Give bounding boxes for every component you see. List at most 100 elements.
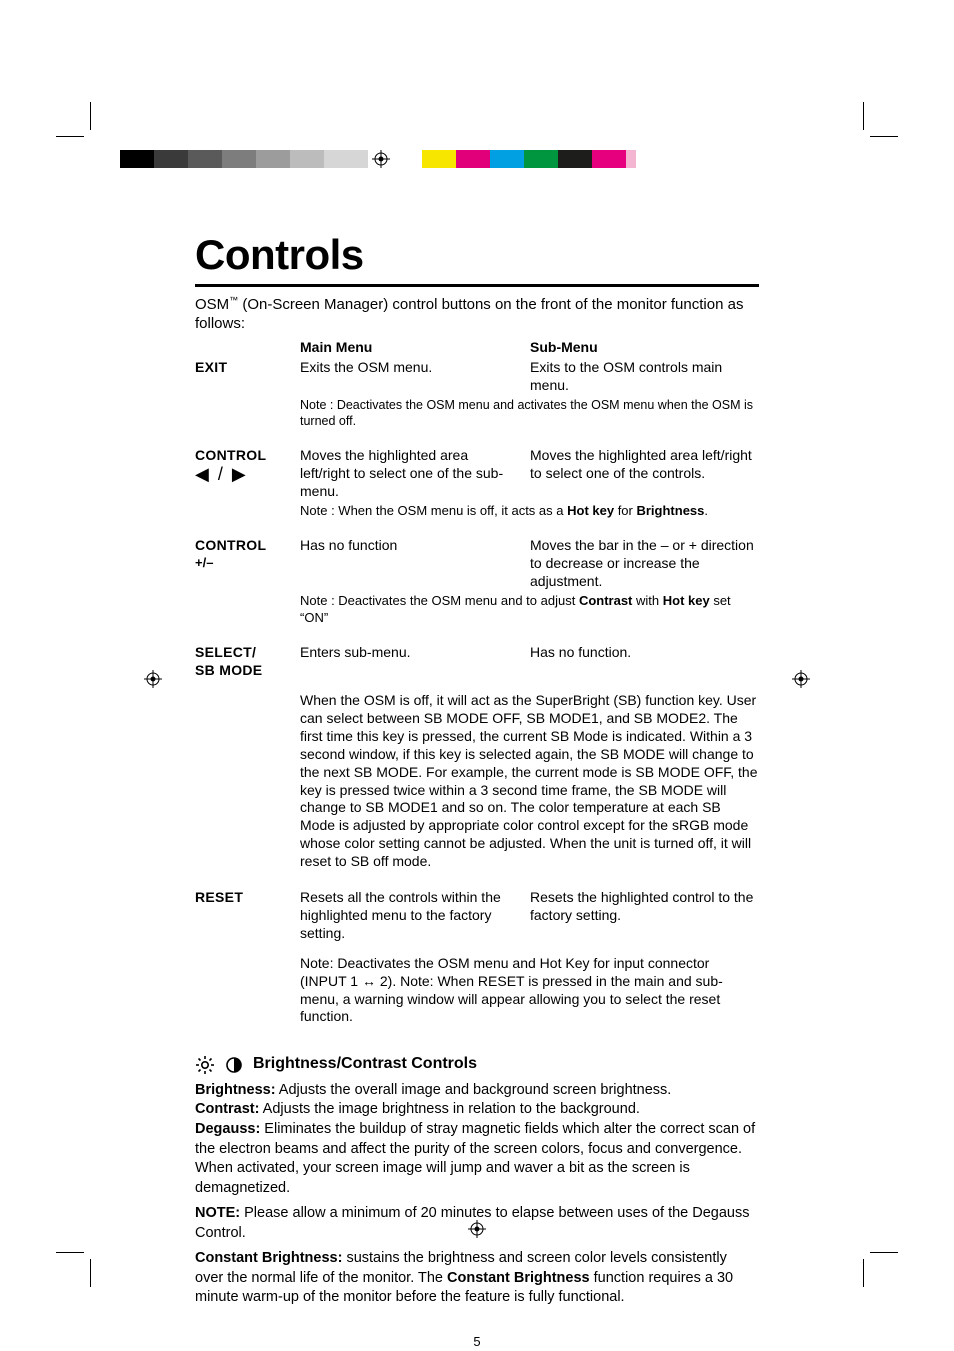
para-label: Constant Brightness: bbox=[195, 1250, 342, 1266]
row-block: When the OSM is off, it will act as the … bbox=[300, 692, 759, 871]
note-bold: Hot key bbox=[567, 503, 614, 518]
para-contrast: Contrast: Adjusts the image brightness i… bbox=[195, 1100, 759, 1120]
para-brightness: Brightness: Adjusts the overall image an… bbox=[195, 1081, 759, 1101]
grey-sw-4 bbox=[256, 150, 290, 168]
para-label: Brightness: bbox=[195, 1082, 276, 1098]
grey-sw-5 bbox=[290, 150, 324, 168]
table-row: SELECT/ SB MODE Enters sub-menu. Has no … bbox=[195, 644, 759, 680]
section-title: Brightness/Contrast Controls bbox=[253, 1054, 477, 1074]
para-label: Degauss: bbox=[195, 1121, 260, 1137]
note-mid: with bbox=[632, 593, 662, 608]
note-post: . bbox=[704, 503, 708, 518]
contrast-icon bbox=[225, 1056, 243, 1074]
row-label-reset: RESET bbox=[195, 889, 300, 943]
note-bold: Brightness bbox=[636, 503, 704, 518]
table-header-row: Main Menu Sub-Menu bbox=[195, 339, 759, 357]
table-row: RESET Resets all the controls within the… bbox=[195, 889, 759, 943]
para-text: Eliminates the buildup of stray magnetic… bbox=[195, 1121, 755, 1196]
note-bold: Contrast bbox=[579, 593, 632, 608]
cmyk-sw-0 bbox=[422, 150, 456, 168]
registration-target-icon bbox=[144, 670, 162, 688]
trademark-symbol: ™ bbox=[229, 295, 238, 305]
row-label-control-arrows: CONTROL ◀ / ▶ bbox=[195, 447, 300, 501]
row-label-line1: CONTROL bbox=[195, 447, 300, 465]
sub-menu-header: Sub-Menu bbox=[530, 339, 759, 357]
table-row: CONTROL +/– Has no function Moves the ba… bbox=[195, 537, 759, 591]
note-bold: Hot key bbox=[663, 593, 710, 608]
para-label: Contrast: bbox=[195, 1101, 259, 1117]
grey-sw-thin bbox=[358, 150, 368, 168]
brightness-icon bbox=[195, 1055, 215, 1075]
crop-mark-br bbox=[852, 1241, 892, 1281]
main-menu-header: Main Menu bbox=[300, 339, 530, 357]
note-mid: for bbox=[614, 503, 636, 518]
page-number: 5 bbox=[195, 1334, 759, 1351]
grey-sw-0 bbox=[120, 150, 154, 168]
row-block: Note: Deactivates the OSM menu and Hot K… bbox=[300, 955, 759, 1027]
table-note-row: Note : Deactivates the OSM menu and to a… bbox=[195, 593, 759, 626]
row-label-select: SELECT/ SB MODE bbox=[195, 644, 300, 680]
row-label-line1: SELECT/ bbox=[195, 644, 300, 662]
row-sub: Resets the highlighted control to the fa… bbox=[530, 889, 759, 943]
greyscale-bar bbox=[120, 150, 368, 168]
crop-mark-tr bbox=[852, 108, 892, 148]
cmyk-sw-2 bbox=[490, 150, 524, 168]
table-block-row: Note: Deactivates the OSM menu and Hot K… bbox=[195, 955, 759, 1027]
row-main: Has no function bbox=[300, 537, 530, 591]
table-note-row: Note : Deactivates the OSM menu and acti… bbox=[195, 397, 759, 429]
crop-mark-tl bbox=[62, 108, 102, 148]
cmyk-sw-3 bbox=[524, 150, 558, 168]
table-row: CONTROL ◀ / ▶ Moves the highlighted area… bbox=[195, 447, 759, 501]
note-pre: Note : Deactivates the OSM menu and to a… bbox=[300, 593, 579, 608]
row-note: Note : Deactivates the OSM menu and acti… bbox=[300, 397, 759, 429]
row-label-exit: EXIT bbox=[195, 359, 300, 395]
grey-sw-6 bbox=[324, 150, 358, 168]
heading-rule bbox=[195, 284, 759, 287]
registration-target-icon bbox=[372, 150, 390, 168]
intro-text: OSM™ (On-Screen Manager) control buttons… bbox=[195, 295, 759, 333]
para-text-bold: Constant Brightness bbox=[447, 1270, 590, 1286]
grey-sw-1 bbox=[154, 150, 188, 168]
row-main: Exits the OSM menu. bbox=[300, 359, 530, 395]
table-note-row: Note : When the OSM menu is off, it acts… bbox=[195, 503, 759, 520]
row-sub: Moves the bar in the – or + direction to… bbox=[530, 537, 759, 591]
row-main: Enters sub-menu. bbox=[300, 644, 530, 680]
row-note: Note : When the OSM menu is off, it acts… bbox=[300, 503, 759, 520]
row-main: Moves the highlighted area left/right to… bbox=[300, 447, 530, 501]
cmyk-bar bbox=[422, 150, 636, 168]
table-block-row: When the OSM is off, it will act as the … bbox=[195, 692, 759, 871]
row-label-line1: CONTROL bbox=[195, 537, 300, 555]
row-main: Resets all the controls within the highl… bbox=[300, 889, 530, 943]
registration-target-icon bbox=[792, 670, 810, 688]
para-text: Please allow a minimum of 20 minutes to … bbox=[195, 1205, 750, 1241]
para-constant-brightness: Constant Brightness: sustains the bright… bbox=[195, 1249, 759, 1308]
section-brightness-contrast: Brightness/Contrast Controls bbox=[195, 1054, 759, 1074]
note-pre: Note : When the OSM menu is off, it acts… bbox=[300, 503, 567, 518]
para-degauss: Degauss: Eliminates the buildup of stray… bbox=[195, 1120, 759, 1198]
crop-mark-bl bbox=[62, 1241, 102, 1281]
grey-sw-2 bbox=[188, 150, 222, 168]
controls-table: Main Menu Sub-Menu EXIT Exits the OSM me… bbox=[195, 339, 759, 1026]
row-sub: Moves the highlighted area left/right to… bbox=[530, 447, 759, 501]
row-label-line2: SB MODE bbox=[195, 662, 300, 680]
cmyk-sw-1 bbox=[456, 150, 490, 168]
row-sub: Has no function. bbox=[530, 644, 759, 680]
para-label: NOTE: bbox=[195, 1205, 240, 1221]
row-label-line2: +/– bbox=[195, 555, 300, 572]
cmyk-sw-thin bbox=[626, 150, 636, 168]
row-label-control-plusminus: CONTROL +/– bbox=[195, 537, 300, 591]
para-text: Adjusts the overall image and background… bbox=[276, 1082, 672, 1098]
cmyk-sw-5 bbox=[592, 150, 626, 168]
print-colorbar-top bbox=[0, 148, 954, 170]
page-title: Controls bbox=[195, 228, 759, 282]
cmyk-sw-4 bbox=[558, 150, 592, 168]
row-note: Note : Deactivates the OSM menu and to a… bbox=[300, 593, 759, 626]
para-note: NOTE: Please allow a minimum of 20 minut… bbox=[195, 1204, 759, 1243]
table-row: EXIT Exits the OSM menu. Exits to the OS… bbox=[195, 359, 759, 395]
row-sub: Exits to the OSM controls main menu. bbox=[530, 359, 759, 395]
intro-rest: (On-Screen Manager) control buttons on t… bbox=[195, 296, 743, 332]
grey-sw-3 bbox=[222, 150, 256, 168]
page-content: Controls OSM™ (On-Screen Manager) contro… bbox=[195, 228, 759, 1351]
arrow-left-right-icon: ◀ / ▶ bbox=[195, 465, 300, 483]
intro-osm: OSM bbox=[195, 296, 229, 313]
